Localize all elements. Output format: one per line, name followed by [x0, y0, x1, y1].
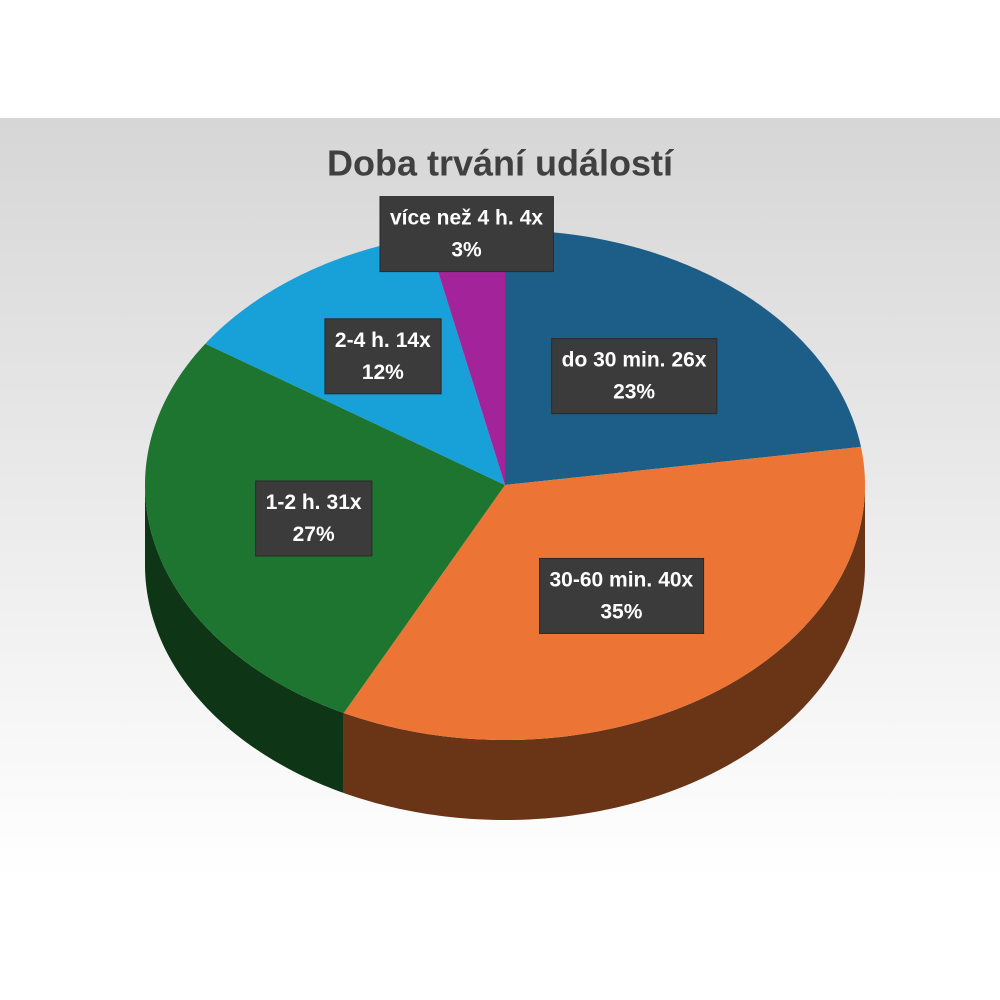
label-category: 1-2 h. — [266, 491, 321, 514]
labels: do 30 min. 26x 23% 30-60 min. 40x 35% 1-2 h. 31… — [255, 196, 718, 634]
data-label-percent: 12% — [362, 361, 404, 384]
label-box — [551, 338, 718, 415]
label-count: 26x — [672, 349, 707, 372]
pie — [145, 230, 865, 820]
data-label: 30-60 min. 40x — [549, 568, 693, 591]
label-box — [255, 480, 373, 557]
data-label: do 30 min. 26x — [562, 349, 707, 372]
label-category: do 30 min. — [562, 349, 666, 372]
slice — [426, 230, 505, 485]
label-box — [324, 318, 442, 395]
label-count: 14x — [396, 329, 431, 352]
label-category: více než 4 h. — [390, 207, 514, 230]
label-count: 40x — [658, 568, 693, 591]
label-box — [538, 557, 705, 634]
slice-side — [343, 485, 865, 820]
label-category: 2-4 h. — [335, 329, 390, 352]
data-label-percent: 3% — [451, 239, 482, 262]
chart-title: Doba trvání událostí — [327, 143, 674, 184]
label-count: 4x — [520, 207, 544, 230]
data-label: 2-4 h. 14x — [335, 329, 431, 352]
data-label: 1-2 h. 31x — [266, 491, 362, 514]
data-label-percent: 27% — [293, 523, 335, 546]
slice-side — [145, 485, 344, 793]
data-label-percent: 35% — [600, 600, 642, 623]
label-category: 30-60 min. — [549, 568, 652, 591]
label-box — [379, 196, 554, 273]
label-count: 31x — [327, 491, 362, 514]
data-label: více než 4 h. 4x — [390, 207, 543, 230]
data-label-percent: 23% — [613, 381, 655, 404]
